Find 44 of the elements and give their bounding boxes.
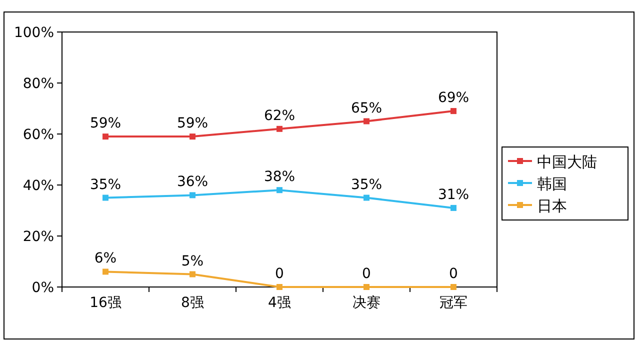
x-tick-label: 16强 bbox=[90, 295, 122, 311]
point bbox=[450, 284, 456, 290]
y-tick-label: 60% bbox=[22, 127, 54, 143]
y-tick-label: 0% bbox=[32, 280, 54, 296]
y-tick-label: 20% bbox=[22, 229, 54, 245]
y-tick-label: 80% bbox=[22, 76, 54, 92]
x-tick-label: 8强 bbox=[181, 295, 204, 311]
data-label: 69% bbox=[438, 90, 470, 106]
data-label: 6% bbox=[94, 250, 117, 267]
point bbox=[102, 268, 108, 275]
data-label: 31% bbox=[438, 186, 470, 203]
point bbox=[276, 126, 282, 132]
data-label: 35% bbox=[350, 176, 382, 193]
data-label: 0 bbox=[449, 266, 458, 282]
point bbox=[450, 204, 456, 211]
point bbox=[190, 192, 196, 198]
point bbox=[190, 134, 196, 140]
data-label: 65% bbox=[350, 100, 382, 116]
x-tick-label: 4强 bbox=[268, 295, 291, 311]
point bbox=[276, 187, 282, 194]
data-label: 38% bbox=[264, 169, 296, 186]
data-label: 0 bbox=[362, 266, 371, 282]
data-label: 5% bbox=[181, 253, 204, 270]
legend-label: 韩国 bbox=[537, 175, 567, 193]
data-label: 62% bbox=[264, 108, 296, 124]
point bbox=[364, 284, 370, 290]
data-label: 35% bbox=[90, 176, 122, 193]
point bbox=[276, 284, 282, 290]
point bbox=[102, 194, 108, 201]
data-label: 59% bbox=[176, 116, 208, 132]
data-label: 59% bbox=[90, 116, 122, 132]
legend-label: 中国大陆 bbox=[537, 153, 597, 171]
y-tick-label: 40% bbox=[22, 178, 54, 194]
x-tick-label: 冠军 bbox=[440, 295, 468, 311]
point bbox=[364, 194, 370, 201]
point bbox=[102, 134, 108, 140]
point bbox=[364, 118, 370, 124]
data-label: 0 bbox=[275, 266, 284, 282]
point bbox=[450, 108, 456, 114]
point bbox=[190, 271, 196, 278]
legend-label: 日本 bbox=[537, 197, 567, 215]
data-label: 36% bbox=[176, 174, 208, 190]
x-tick-label: 决赛 bbox=[352, 295, 380, 311]
y-tick-label: 100% bbox=[14, 25, 54, 41]
